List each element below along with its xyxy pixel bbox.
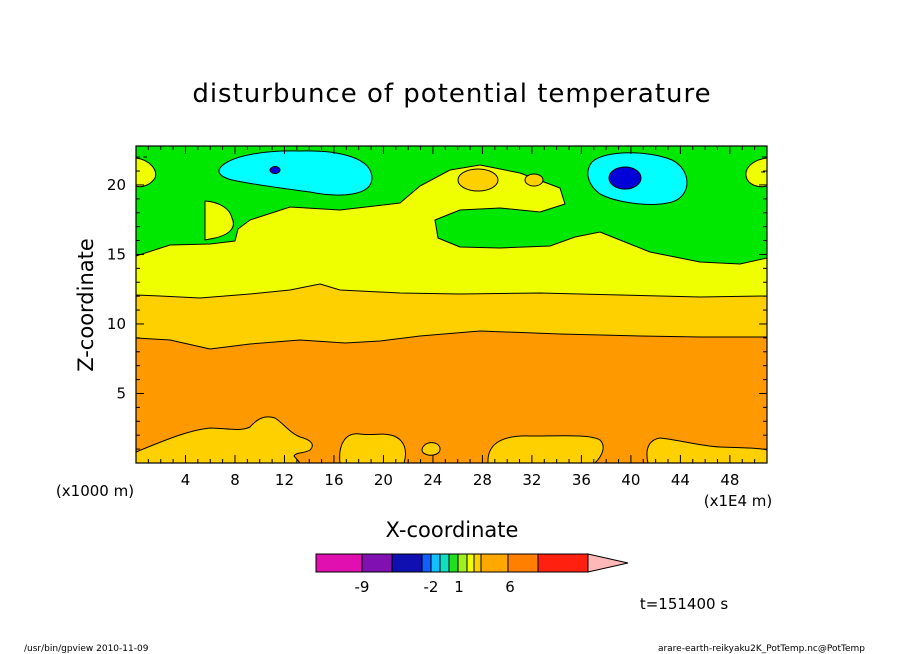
colorbar-segment	[315, 553, 363, 573]
x-tick-label: 4	[181, 471, 191, 489]
fill-gold-bottom-2	[339, 433, 407, 463]
colorbar-segment	[430, 553, 441, 573]
y-axis: 5 10 15 20	[107, 156, 767, 450]
colorbar-label-3: 1	[454, 578, 464, 596]
fill-blue-spot-2	[608, 166, 642, 190]
fill-yellow-island-1	[204, 200, 234, 241]
x-tick-label: 20	[374, 471, 393, 489]
footer-left: /usr/bin/gpview 2010-11-09	[24, 644, 149, 654]
colorbar-segment	[448, 553, 459, 573]
colorbar-segment	[480, 553, 509, 573]
colorbar-segment	[421, 553, 432, 573]
colorbar-segment	[361, 553, 393, 573]
fill-blue-spot-1	[269, 166, 281, 174]
x-tick-label: 24	[423, 471, 442, 489]
plot-frame	[135, 145, 768, 464]
colorbar-segment	[391, 553, 423, 573]
x-tick-label: 36	[572, 471, 591, 489]
x-tick-label: 32	[522, 471, 541, 489]
x-tick-label: 16	[324, 471, 343, 489]
x-unit-label: (x1E4 m)	[704, 492, 773, 510]
x-axis: 4 8 12 16 20 24 28 32 36 40 44 48	[147, 146, 756, 489]
chart-title: disturbunce of potential temperature	[192, 79, 711, 109]
x-tick-label: 28	[473, 471, 492, 489]
colorbar-segment	[439, 553, 450, 573]
x-axis-label: X-coordinate	[386, 518, 519, 542]
x-tick-label: 48	[720, 471, 739, 489]
fill-gold-bottom-1	[136, 416, 313, 463]
colorbar-label-1: -9	[355, 578, 370, 596]
colorbar-label-4: 6	[505, 578, 515, 596]
y-tick-label: 15	[107, 245, 126, 263]
x-tick-label: 12	[275, 471, 294, 489]
colorbar-segment	[537, 553, 589, 573]
fill-yellow-island-3	[745, 157, 767, 188]
colorbar-label-2: -2	[424, 578, 439, 596]
colorbar	[315, 553, 629, 573]
y-axis-label: Z-coordinate	[74, 238, 98, 372]
fill-gold-bottom-3	[421, 442, 441, 456]
time-label: t=151400 s	[640, 595, 728, 613]
fill-cyan-patch-1	[218, 150, 373, 196]
fill-gold-bottom-4	[487, 435, 604, 463]
x-tick-label: 44	[671, 471, 690, 489]
colorbar-segment	[473, 553, 482, 573]
y-tick-label: 20	[107, 176, 126, 194]
colorbar-segment	[507, 553, 539, 573]
fill-gold-island-1	[457, 168, 499, 192]
fill-gold-bottom-5	[646, 437, 767, 463]
contour-fills	[136, 146, 767, 463]
x-tick-label: 40	[621, 471, 640, 489]
y-tick-label: 10	[107, 315, 126, 333]
fill-gold-island-2	[524, 173, 544, 187]
colorbar-segment	[457, 553, 468, 573]
fill-yellow-island-2	[136, 157, 157, 188]
y-tick-label: 5	[116, 384, 126, 402]
colorbar-arrow	[587, 553, 629, 573]
footer-right: arare-earth-reikyaku2K_PotTemp.nc@PotTem…	[658, 644, 865, 654]
colorbar-segment	[466, 553, 475, 573]
y-unit-label: (x1000 m)	[56, 482, 134, 500]
x-tick-label: 8	[230, 471, 240, 489]
colorbar-labels: -9 -2 1 6	[355, 578, 515, 596]
